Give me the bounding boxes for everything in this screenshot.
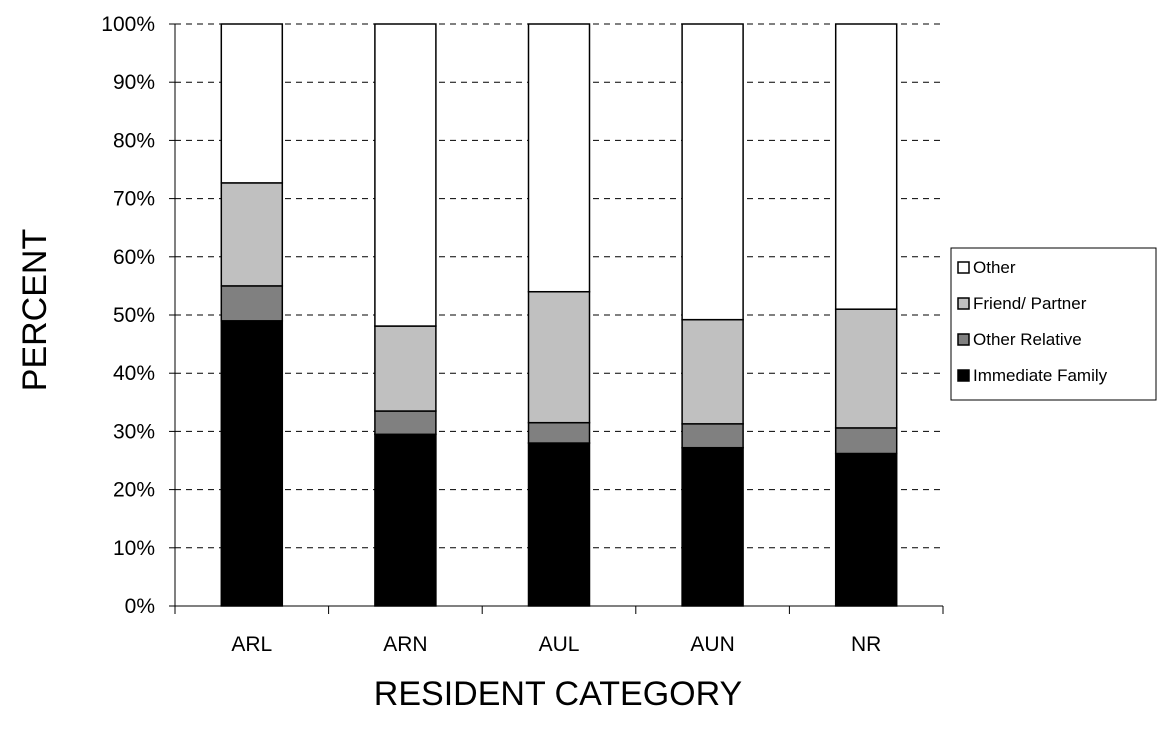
legend-label: Immediate Family — [973, 366, 1108, 385]
legend-box — [950, 247, 1157, 401]
bar-arl-other-relative — [220, 285, 284, 322]
bar-aun-other — [681, 23, 744, 321]
legend-swatch — [957, 369, 970, 382]
legend-swatch — [957, 261, 970, 274]
bar-arn-immediate-family — [374, 433, 437, 607]
bar-nr-friend-partner — [834, 308, 898, 429]
bar-nr-immediate-family — [834, 452, 898, 607]
x-tick-label: ARN — [383, 633, 427, 656]
bar-arl-immediate-family — [220, 320, 284, 607]
legend-swatch — [957, 333, 970, 346]
bar-aun-friend-partner — [681, 318, 744, 425]
axes — [169, 23, 944, 614]
y-tick-label: 0% — [125, 595, 155, 618]
x-tick-label: AUN — [690, 633, 734, 656]
legend-label: Other Relative — [973, 330, 1082, 349]
y-tick-label: 70% — [113, 188, 155, 211]
bar-aun-immediate-family — [681, 446, 744, 607]
x-tick-labels: ARL ARN AUL AUN NR — [231, 633, 881, 656]
y-tick-label: 50% — [113, 304, 155, 327]
x-tick-label: NR — [851, 633, 881, 656]
legend: Other Friend/ Partner Other Relative Immedi… — [950, 247, 1157, 401]
legend-swatch — [957, 297, 970, 310]
bar-arn-other — [374, 23, 437, 327]
bar-aul-friend-partner — [527, 290, 591, 424]
y-axis-title: PERCENT — [16, 229, 54, 391]
x-tick-label: AUL — [539, 633, 580, 656]
y-tick-label: 100% — [101, 13, 155, 36]
y-tick-label: 10% — [113, 537, 155, 560]
bar-arl-friend-partner — [220, 182, 284, 287]
y-tick-label: 30% — [113, 420, 155, 443]
bar-aul-immediate-family — [527, 442, 591, 607]
x-axis-title: RESIDENT CATEGORY — [374, 675, 742, 713]
gridlines — [175, 23, 943, 549]
bar-aun-other-relative — [681, 423, 744, 449]
y-tick-label: 20% — [113, 479, 155, 502]
y-tick-label: 90% — [113, 71, 155, 94]
y-tick-label: 60% — [113, 246, 155, 269]
legend-label: Other — [973, 258, 1016, 277]
y-tick-labels: 0% 10% 20% 30% 40% 50% 60% 70% 80% 90% 100% — [101, 13, 155, 618]
bar-arn-other-relative — [374, 410, 437, 436]
bar-aul-other — [527, 23, 591, 293]
bar-arl-other — [220, 23, 284, 184]
bar-nr-other — [834, 23, 898, 310]
bar-nr-other-relative — [834, 427, 898, 455]
bar-arn-friend-partner — [374, 325, 437, 412]
bars — [220, 23, 898, 607]
x-tick-label: ARL — [231, 633, 272, 656]
y-tick-label: 40% — [113, 362, 155, 385]
y-tick-label: 80% — [113, 129, 155, 152]
legend-label: Friend/ Partner — [973, 294, 1087, 313]
bar-aul-other-relative — [527, 421, 591, 444]
